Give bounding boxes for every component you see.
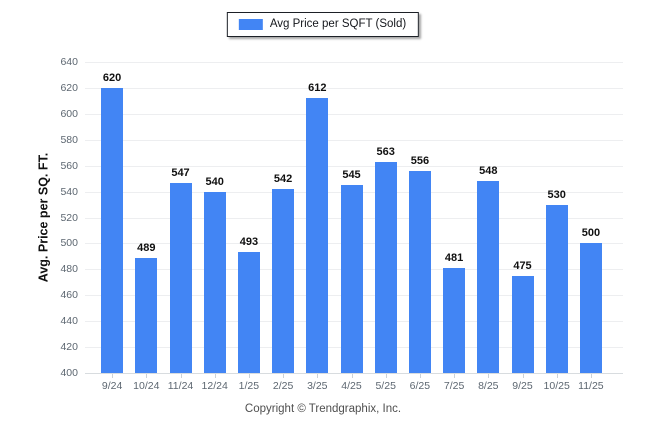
- x-tick-mark: [419, 374, 421, 378]
- x-tick-label: 11/24: [167, 380, 194, 392]
- bar-value-label: 500: [581, 227, 601, 240]
- y-tick-label: 500: [60, 237, 78, 249]
- legend: Avg Price per SQFT (Sold): [226, 12, 420, 37]
- bar-value-label: 556: [410, 154, 430, 167]
- copyright-text: Copyright © Trendgraphix, Inc.: [244, 403, 402, 415]
- bar: [272, 188, 295, 373]
- y-tick-label: 480: [60, 263, 78, 275]
- x-tick-label: 8/25: [478, 380, 499, 392]
- bar-value-label: 563: [376, 145, 395, 158]
- bar-value-label: 530: [547, 188, 566, 201]
- x-tick-label: 10/24: [133, 380, 160, 392]
- bar: [374, 161, 397, 373]
- bar: [169, 182, 192, 373]
- x-tick-label: 4/25: [341, 380, 362, 392]
- bar: [511, 275, 534, 373]
- y-tick-label: 400: [60, 367, 78, 379]
- x-tick-label: 9/25: [512, 380, 533, 392]
- y-tick-label: 620: [60, 82, 78, 94]
- bar-value-label: 489: [137, 241, 156, 254]
- gridline: [85, 114, 623, 115]
- bar-value-label: 548: [479, 165, 498, 178]
- x-axis-line: [85, 373, 623, 374]
- bar-value-label: 545: [342, 169, 361, 182]
- x-tick-mark: [283, 374, 285, 378]
- bar: [477, 181, 500, 373]
- y-tick-label: 540: [60, 186, 78, 198]
- bar-value-label: 475: [513, 259, 532, 272]
- bar-value-label: 481: [444, 252, 464, 265]
- x-tick-label: 7/25: [443, 380, 465, 392]
- x-tick-mark: [180, 374, 182, 378]
- bar-value-label: 547: [171, 166, 190, 179]
- x-tick-mark: [590, 374, 592, 378]
- bar: [306, 98, 329, 373]
- x-tick-label: 5/25: [375, 380, 396, 392]
- bar: [443, 268, 466, 373]
- x-tick-mark: [556, 374, 558, 378]
- y-tick-label: 560: [60, 160, 78, 172]
- bar: [101, 87, 124, 373]
- legend-label: Avg Price per SQFT (Sold): [269, 18, 407, 30]
- bar-value-label: 612: [308, 82, 327, 95]
- bar: [203, 191, 226, 373]
- bar-value-label: 620: [102, 71, 122, 84]
- y-tick-label: 640: [60, 56, 78, 68]
- y-tick-label: 440: [60, 315, 78, 327]
- x-tick-mark: [146, 374, 148, 378]
- gridline: [85, 88, 623, 89]
- x-tick-mark: [488, 374, 490, 378]
- x-tick-label: 3/25: [307, 380, 328, 392]
- y-tick-label: 580: [60, 134, 78, 146]
- x-tick-mark: [385, 374, 387, 378]
- bar: [237, 252, 260, 373]
- x-tick-mark: [454, 374, 456, 378]
- legend-swatch: [238, 19, 263, 30]
- gridline: [85, 166, 623, 167]
- bar: [135, 257, 158, 373]
- y-tick-label: 420: [60, 341, 78, 353]
- x-tick-label: 10/25: [543, 380, 570, 392]
- gridline: [85, 140, 623, 141]
- x-tick-mark: [112, 374, 114, 378]
- x-tick-label: 6/25: [409, 380, 431, 392]
- x-tick-label: 11/25: [578, 380, 604, 392]
- y-tick-label: 460: [60, 289, 78, 301]
- bar: [579, 243, 602, 373]
- bar-value-label: 493: [239, 236, 259, 249]
- gridline: [85, 62, 623, 63]
- x-tick-label: 12/24: [201, 380, 228, 392]
- bar: [408, 170, 431, 373]
- bar-value-label: 542: [273, 172, 293, 185]
- bar: [340, 185, 363, 373]
- y-tick-label: 520: [60, 212, 78, 224]
- x-tick-label: 2/25: [272, 380, 294, 392]
- x-tick-mark: [351, 374, 353, 378]
- bar-value-label: 540: [205, 175, 224, 188]
- x-tick-label: 1/25: [238, 380, 260, 392]
- x-tick-mark: [522, 374, 524, 378]
- x-tick-label: 9/24: [101, 380, 123, 392]
- y-tick-label: 600: [60, 108, 78, 120]
- x-tick-mark: [248, 374, 250, 378]
- x-tick-mark: [214, 374, 216, 378]
- bar: [545, 204, 568, 373]
- x-tick-mark: [317, 374, 319, 378]
